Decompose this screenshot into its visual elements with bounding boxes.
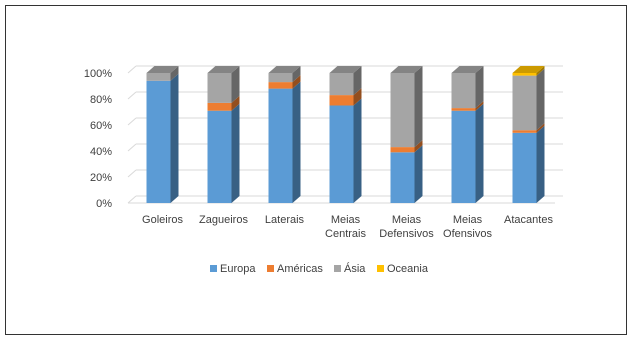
bar-side <box>231 103 240 203</box>
bar-side <box>353 66 362 96</box>
bar-side <box>536 125 545 203</box>
legend-swatch <box>267 265 274 272</box>
bar-side <box>292 66 301 83</box>
grid-line-side <box>127 195 137 204</box>
x-tick-label-line: Centrais <box>325 228 366 240</box>
bar-side <box>475 66 484 109</box>
legend-label: Oceania <box>387 263 429 275</box>
bar <box>451 110 476 203</box>
bar <box>451 73 476 109</box>
bar-side <box>414 66 423 148</box>
bar-top <box>207 66 240 73</box>
legend-swatch <box>377 265 384 272</box>
grid-line-side <box>127 143 137 152</box>
grid-line-side <box>127 169 137 178</box>
bar-side <box>170 66 179 81</box>
bar <box>329 105 354 203</box>
bar-side <box>170 73 179 203</box>
bar-top <box>146 66 179 73</box>
x-tick-label: Zagueiros <box>199 214 248 226</box>
bar <box>390 152 415 203</box>
bar <box>207 110 232 203</box>
bar <box>512 75 537 131</box>
legend-swatch <box>210 265 217 272</box>
bar-side <box>231 66 240 103</box>
bar-top <box>451 66 484 73</box>
bar <box>329 73 354 96</box>
bar-side <box>414 145 423 203</box>
x-tick-label-line: Meias <box>453 214 483 226</box>
bar <box>512 132 537 203</box>
bar <box>268 88 293 203</box>
x-tick-label-line: Meias <box>392 214 422 226</box>
bar-side <box>231 95 240 111</box>
bar <box>512 73 537 76</box>
x-tick-label: Meias Defensivos <box>379 214 434 240</box>
bar-side <box>292 81 301 203</box>
bar <box>146 80 171 203</box>
bar <box>268 73 293 83</box>
bar <box>268 82 293 89</box>
bar <box>207 73 232 103</box>
bar-top <box>390 66 423 73</box>
bar <box>146 73 171 81</box>
y-tick-label: 60% <box>90 120 112 132</box>
bar <box>329 95 354 106</box>
bar-side <box>292 75 301 89</box>
x-tick-label: Atacantes <box>504 214 553 226</box>
bar-top <box>512 66 545 73</box>
bar-side <box>353 98 362 203</box>
bar-side <box>536 66 545 76</box>
bar-side <box>475 103 484 203</box>
y-tick-label: 20% <box>90 172 112 184</box>
x-tick-label: Meias Centrais <box>325 214 366 240</box>
x-tick-label-line: Defensivos <box>379 228 434 240</box>
bar-side <box>475 101 484 111</box>
bar <box>451 108 476 111</box>
grid-line-side <box>127 91 137 100</box>
bar <box>390 147 415 153</box>
bar-side <box>536 68 545 131</box>
bar-top <box>268 66 301 73</box>
y-tick-label: 80% <box>90 94 112 106</box>
legend-label: Ásia <box>344 262 366 275</box>
x-tick-label: Laterais <box>265 214 305 226</box>
x-tick-label: Meias Ofensivos <box>443 214 492 240</box>
bar-top <box>329 66 362 73</box>
legend-label: Europa <box>220 263 256 275</box>
grid-line-side <box>127 65 137 74</box>
x-tick-label-line: Meias <box>331 214 361 226</box>
bar-side <box>353 88 362 106</box>
bar-side <box>536 123 545 133</box>
y-tick-label: 0% <box>96 198 112 210</box>
bar <box>390 73 415 148</box>
x-tick-label: Goleiros <box>142 214 183 226</box>
bar <box>512 130 537 133</box>
grid-line-side <box>127 117 137 126</box>
legend-label: Américas <box>277 263 323 275</box>
y-tick-label: 40% <box>90 146 112 158</box>
bar <box>207 102 232 111</box>
legend-swatch <box>334 265 341 272</box>
bar-side <box>414 140 423 153</box>
y-tick-label: 100% <box>84 68 112 80</box>
x-tick-label-line: Ofensivos <box>443 228 492 240</box>
